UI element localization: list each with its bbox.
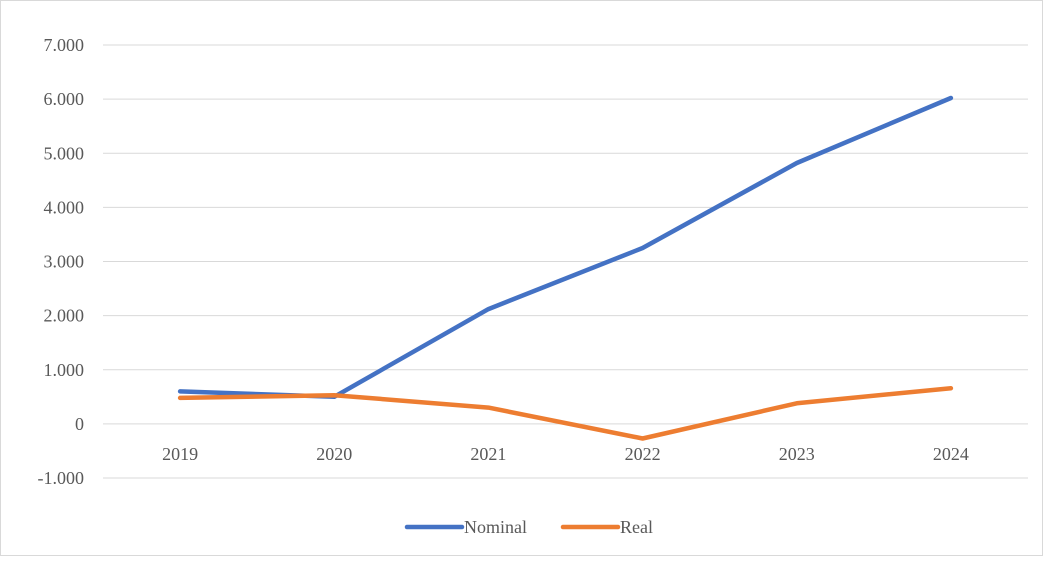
y-tick-label: 6.000	[44, 89, 85, 109]
y-tick-label: 4.000	[44, 197, 85, 217]
y-tick-label: 0	[75, 414, 84, 434]
y-tick-label: -1.000	[38, 468, 85, 488]
series-line-nominal	[177, 95, 954, 400]
x-tick-label: 2023	[779, 444, 815, 464]
x-tick-label: 2021	[470, 444, 506, 464]
legend: Nominal Real	[404, 517, 653, 537]
y-tick-label: 1.000	[44, 360, 85, 380]
y-axis-tick-labels: 7.000 6.000 5.000 4.000 3.000 2.000 1.000 0 -1.0…	[38, 35, 85, 488]
legend-label-real: Real	[620, 517, 653, 537]
series-line-real	[177, 385, 954, 441]
y-tick-label: 7.000	[44, 35, 85, 55]
y-tick-label: 2.000	[44, 306, 85, 326]
x-tick-label: 2022	[625, 444, 661, 464]
x-tick-label: 2020	[316, 444, 352, 464]
y-tick-label: 5.000	[44, 143, 85, 163]
series-lines	[177, 95, 954, 441]
x-tick-label: 2024	[933, 444, 969, 464]
y-tick-label: 3.000	[44, 252, 85, 272]
legend-label-nominal: Nominal	[464, 517, 527, 537]
x-tick-label: 2019	[162, 444, 198, 464]
x-axis-tick-labels: 2019 2020 2021 2022 2023 2024	[162, 444, 969, 464]
gridlines	[103, 44, 1028, 479]
